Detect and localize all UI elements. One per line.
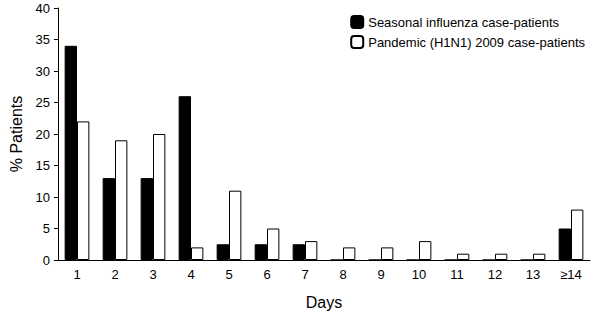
svg-text:20: 20 [36,127,50,142]
svg-text:15: 15 [36,158,50,173]
svg-text:Seasonal influenza case-patien: Seasonal influenza case-patients [368,15,559,30]
svg-text:5: 5 [225,267,232,282]
svg-text:3: 3 [149,267,156,282]
svg-text:2: 2 [111,267,118,282]
svg-text:9: 9 [377,267,384,282]
svg-text:13: 13 [526,267,540,282]
svg-text:40: 40 [36,1,50,16]
svg-text:35: 35 [36,32,50,47]
svg-text:4: 4 [187,267,194,282]
svg-text:11: 11 [450,267,464,282]
svg-text:Pandemic (H1N1) 2009 case-pati: Pandemic (H1N1) 2009 case-patients [368,35,585,50]
svg-text:1: 1 [73,267,80,282]
svg-text:30: 30 [36,64,50,79]
svg-text:Days: Days [306,294,342,311]
svg-text:25: 25 [36,95,50,110]
svg-text:10: 10 [412,267,426,282]
svg-text:10: 10 [36,190,50,205]
svg-text:6: 6 [263,267,270,282]
svg-text:5: 5 [43,221,50,236]
svg-text:% Patients: % Patients [8,96,25,172]
svg-text:8: 8 [339,267,346,282]
svg-text:0: 0 [43,253,50,268]
svg-text:7: 7 [301,267,308,282]
svg-text:≥14: ≥14 [560,267,582,282]
svg-text:12: 12 [488,267,502,282]
